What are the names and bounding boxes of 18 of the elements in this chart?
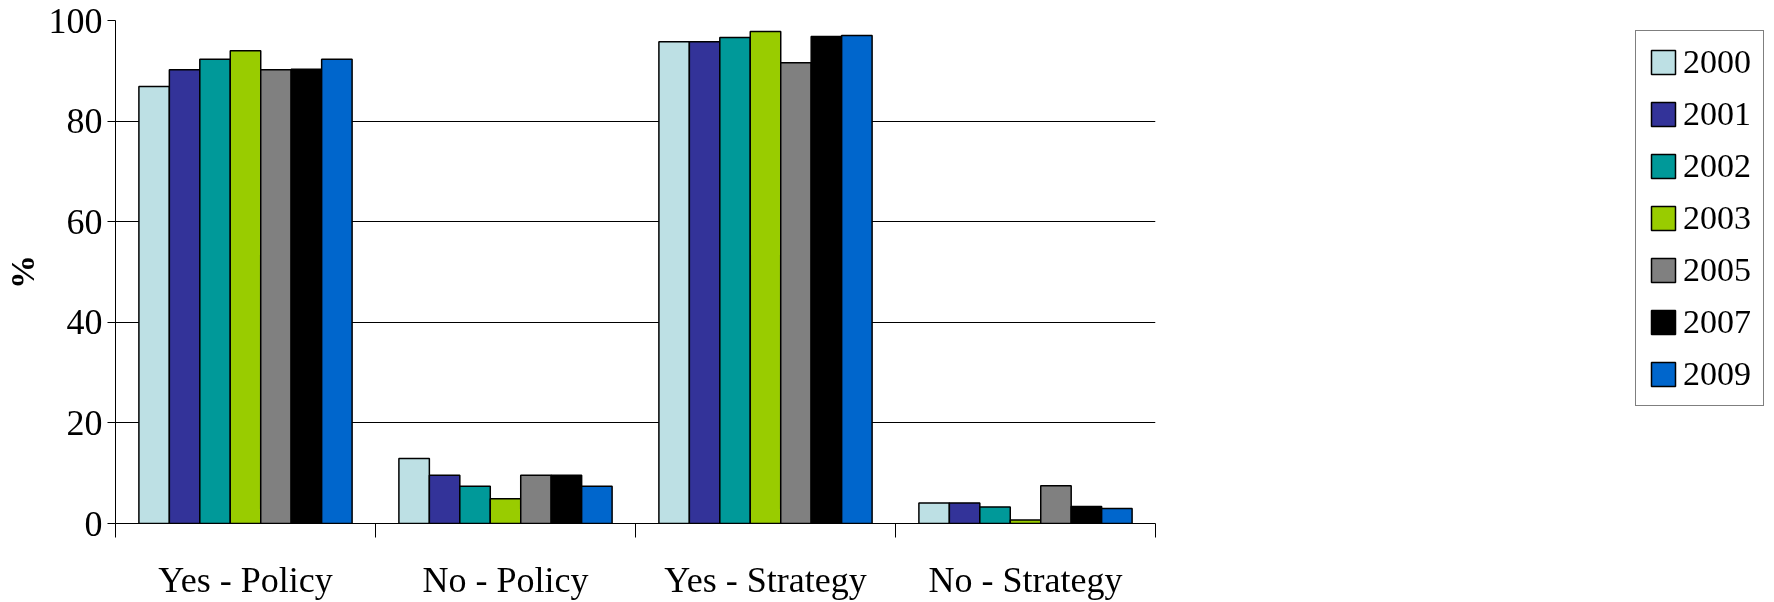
y-tick-label: 0 xyxy=(84,503,103,544)
legend-label: 2001 xyxy=(1683,95,1751,133)
legend-label: 2000 xyxy=(1683,43,1751,81)
y-tick-label: 60 xyxy=(66,201,103,242)
y-tick-label: 100 xyxy=(48,0,103,41)
legend-label: 2003 xyxy=(1683,199,1751,237)
y-tick-label: 20 xyxy=(66,402,103,443)
y-tick-label: 80 xyxy=(66,101,103,142)
legend-label: 2002 xyxy=(1683,147,1751,185)
legend-label: 2005 xyxy=(1683,251,1751,289)
x-tick-label: Yes - Policy xyxy=(158,559,333,600)
y-axis-title: % xyxy=(3,255,41,289)
legend-label: 2009 xyxy=(1683,355,1751,393)
y-tick-label: 40 xyxy=(66,302,103,343)
x-tick-label: No - Policy xyxy=(422,559,589,600)
x-tick-label: Yes - Strategy xyxy=(664,559,867,600)
x-tick-label: No - Strategy xyxy=(928,559,1123,600)
legend-label: 2007 xyxy=(1683,303,1751,341)
